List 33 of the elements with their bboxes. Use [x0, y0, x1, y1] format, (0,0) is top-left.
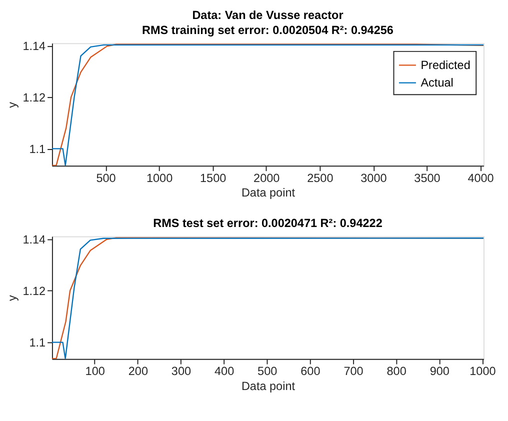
x-axis-title: Data point [241, 186, 296, 200]
legend-label: Actual [420, 76, 454, 90]
y-tick-label: 1.12 [22, 285, 46, 298]
x-tick-label: 300 [171, 365, 192, 378]
y-axis-title: y [6, 295, 19, 302]
chart-title: RMS test set error: 0.0020471 R²: 0.94222 [153, 217, 383, 230]
x-tick-label: 800 [386, 365, 407, 378]
y-tick-label: 1.1 [29, 336, 46, 350]
x-tick-label: 4000 [468, 172, 494, 185]
y-tick-label: 1.14 [22, 233, 46, 246]
x-tick-label: 1000 [470, 365, 496, 378]
y-tick-label: 1.1 [29, 143, 46, 156]
x-tick-label: 3000 [360, 172, 388, 185]
x-tick-label: 500 [258, 365, 278, 378]
legend-label: Predicted [420, 59, 470, 72]
x-tick-label: 100 [85, 365, 106, 378]
x-tick-label: 400 [214, 365, 235, 378]
x-tick-label: 200 [128, 365, 148, 378]
x-tick-label: 1000 [146, 172, 174, 185]
x-tick-label: 900 [430, 365, 450, 378]
y-tick-label: 1.12 [22, 92, 46, 105]
x-tick-label: 1500 [200, 172, 227, 185]
x-tick-label: 2500 [307, 172, 334, 185]
x-axis-title: Data point [241, 380, 296, 393]
y-tick-label: 1.14 [22, 40, 46, 54]
chart-subtitle: RMS training set error: 0.0020504 R²: 0.94256 [142, 24, 394, 37]
x-tick-label: 3500 [414, 172, 441, 185]
x-tick-label: 2000 [254, 172, 280, 185]
y-axis-title: y [6, 102, 19, 108]
x-tick-label: 600 [300, 365, 321, 378]
x-tick-label: 500 [96, 172, 116, 185]
chart-title: Data: Van de Vusse reactor [192, 9, 344, 22]
x-tick-label: 700 [344, 365, 364, 378]
